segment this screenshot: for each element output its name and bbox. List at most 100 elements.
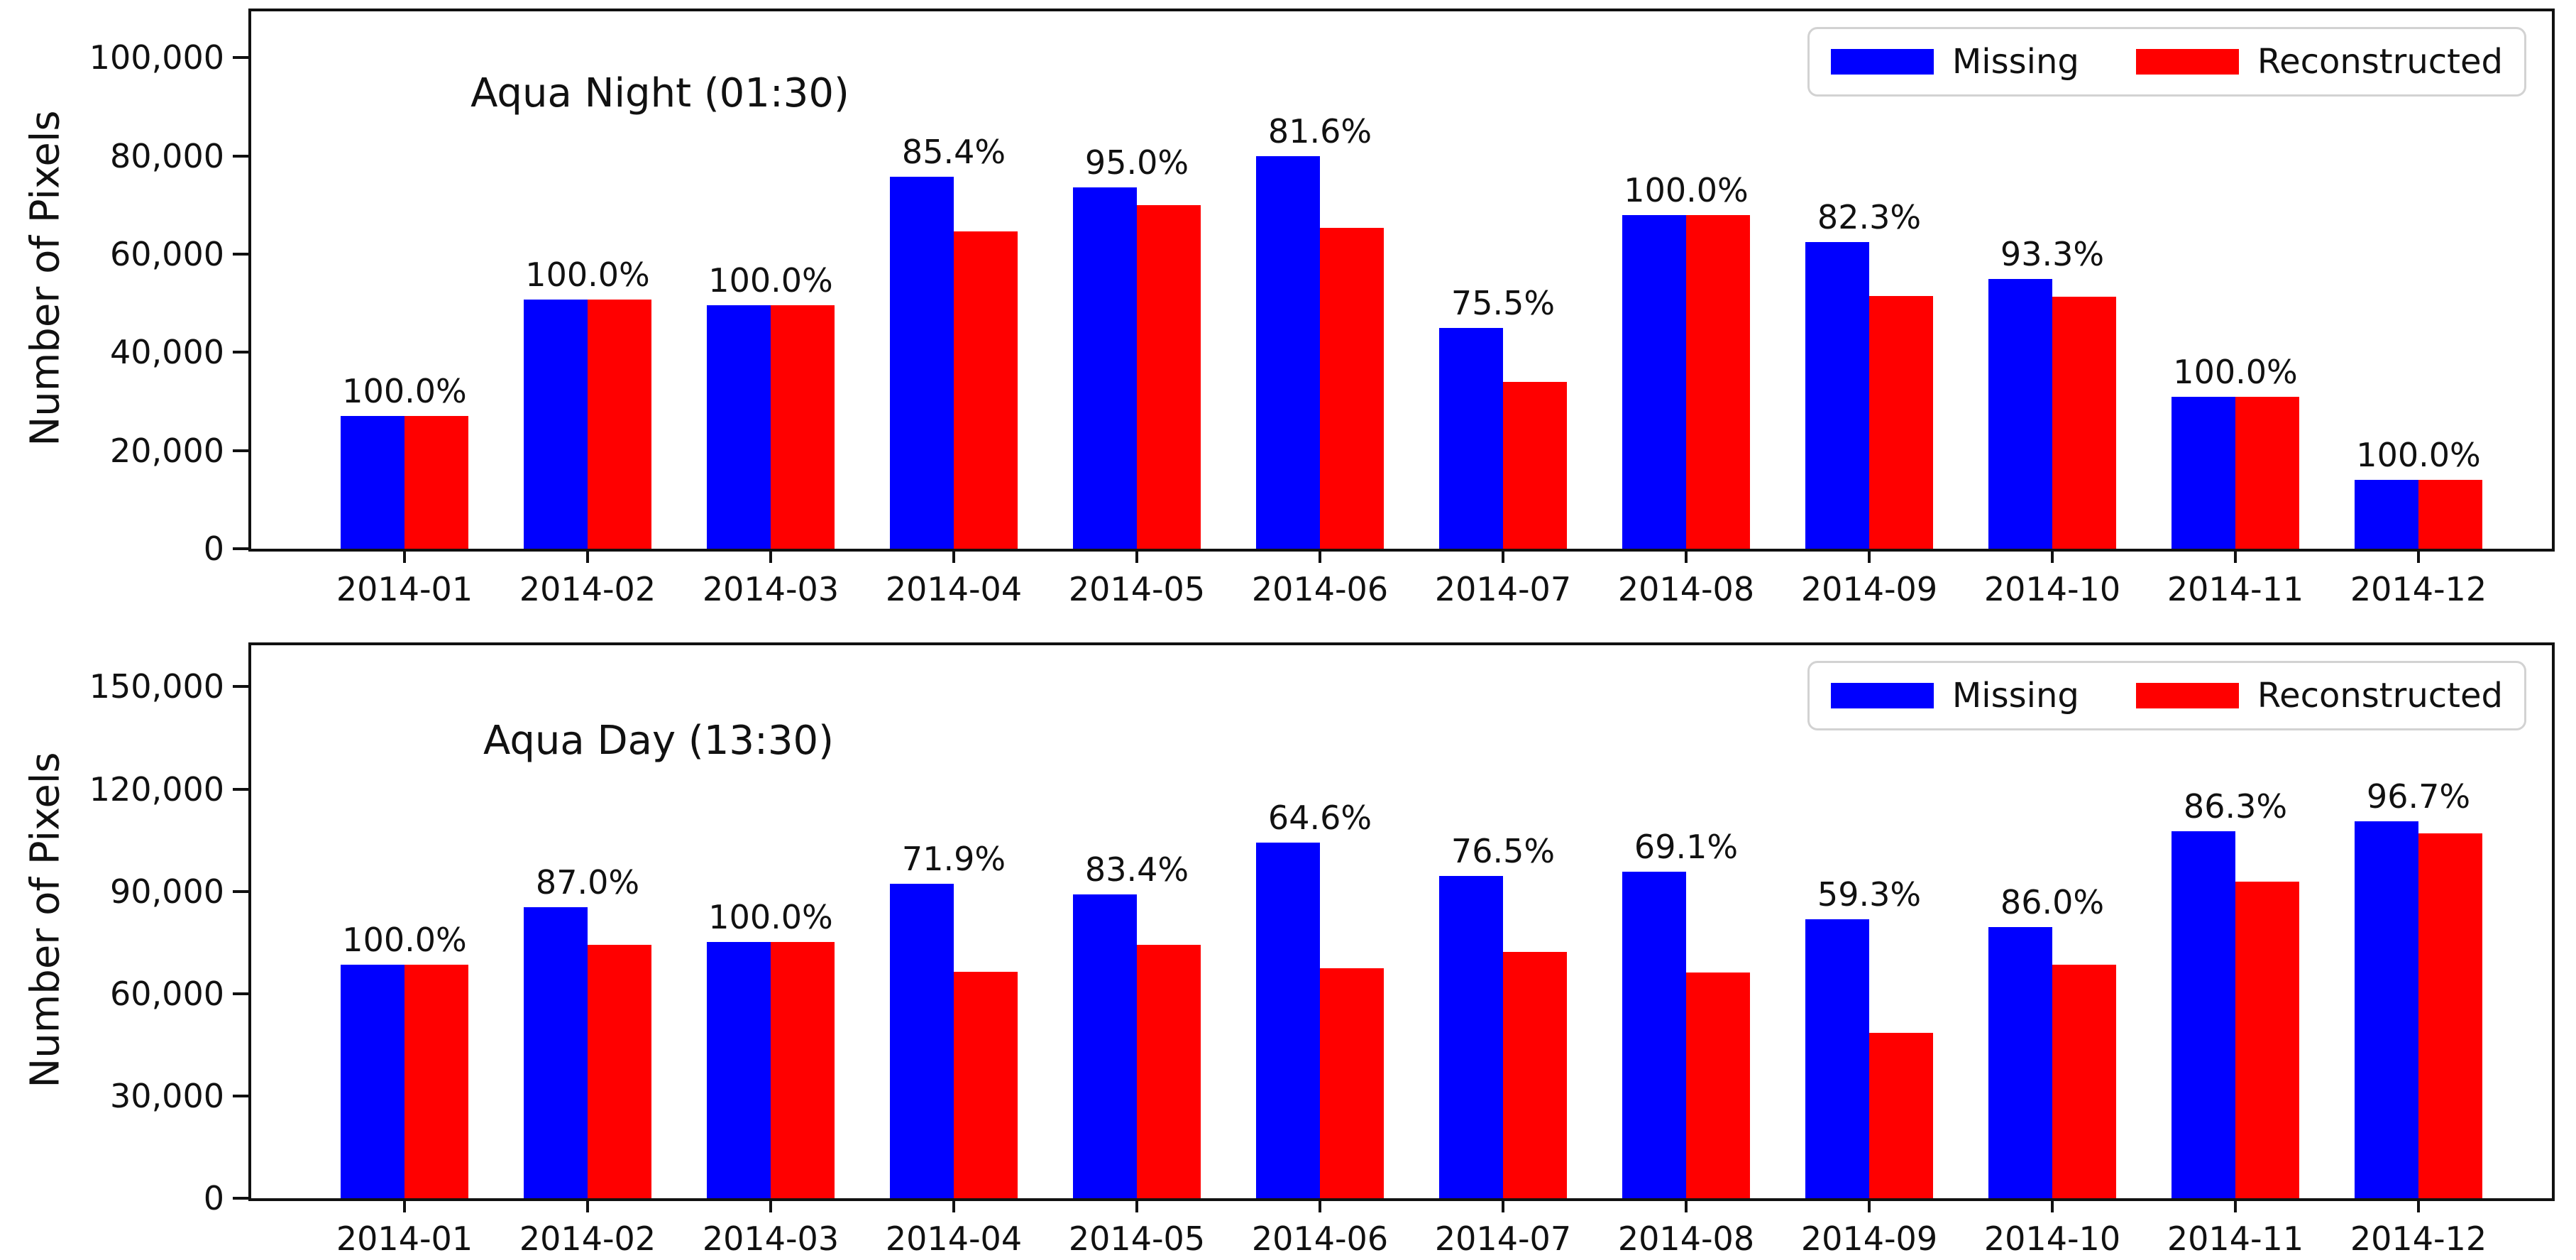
bar-missing-2014-07 bbox=[1439, 328, 1503, 549]
bar-missing-2014-12 bbox=[2355, 821, 2418, 1198]
bar-reconstructed-2014-02 bbox=[588, 300, 651, 549]
x-tick-mark bbox=[2051, 552, 2054, 563]
bar-reconstructed-2014-12 bbox=[2418, 480, 2482, 549]
bar-missing-2014-11 bbox=[2172, 397, 2235, 549]
y-tick-label: 120,000 bbox=[89, 770, 224, 809]
plot-title-day: Aqua Day (13:30) bbox=[483, 718, 834, 764]
bar-missing-2014-09 bbox=[1805, 242, 1869, 549]
bar-reconstructed-2014-11 bbox=[2235, 882, 2299, 1198]
bar-missing-2014-09 bbox=[1805, 919, 1869, 1198]
y-tick-label: 0 bbox=[203, 1179, 224, 1217]
y-tick-mark bbox=[233, 449, 248, 452]
x-tick-label: 2014-07 bbox=[1434, 570, 1572, 608]
percent-label-2014-10: 86.0% bbox=[2000, 883, 2105, 921]
x-tick-label: 2014-05 bbox=[1068, 1220, 1206, 1258]
bar-missing-2014-02 bbox=[524, 300, 588, 549]
bar-reconstructed-2014-06 bbox=[1320, 968, 1384, 1198]
y-tick-label: 80,000 bbox=[110, 137, 224, 175]
bar-reconstructed-2014-03 bbox=[771, 942, 835, 1198]
bar-reconstructed-2014-09 bbox=[1869, 296, 1933, 549]
x-tick-mark bbox=[1135, 552, 1138, 563]
legend-night: Missing Reconstructed bbox=[1807, 27, 2526, 97]
x-tick-label: 2014-04 bbox=[885, 570, 1023, 608]
legend-label-reconstructed: Reconstructed bbox=[2257, 676, 2503, 716]
percent-label-2014-06: 64.6% bbox=[1267, 799, 1372, 837]
x-tick-mark bbox=[1502, 1201, 1504, 1212]
bar-missing-2014-04 bbox=[890, 884, 954, 1198]
bar-reconstructed-2014-04 bbox=[954, 231, 1018, 549]
x-tick-mark bbox=[1685, 552, 1688, 563]
x-tick-label: 2014-04 bbox=[885, 1220, 1023, 1258]
x-tick-mark bbox=[2234, 1201, 2237, 1212]
bar-missing-2014-10 bbox=[1988, 927, 2052, 1198]
y-axis-title-night: Number of Pixels bbox=[22, 110, 69, 447]
x-tick-label: 2014-03 bbox=[702, 1220, 840, 1258]
bar-reconstructed-2014-02 bbox=[588, 945, 651, 1198]
y-tick-label: 20,000 bbox=[110, 432, 224, 470]
percent-label-2014-03: 100.0% bbox=[708, 261, 833, 300]
percent-label-2014-07: 75.5% bbox=[1451, 284, 1556, 322]
percent-label-2014-06: 81.6% bbox=[1267, 112, 1372, 150]
percent-label-2014-08: 69.1% bbox=[1634, 828, 1739, 866]
x-tick-label: 2014-01 bbox=[336, 1220, 473, 1258]
y-tick-mark bbox=[233, 253, 248, 256]
y-tick-label: 100,000 bbox=[89, 38, 224, 77]
bar-reconstructed-2014-08 bbox=[1686, 973, 1750, 1198]
percent-label-2014-11: 86.3% bbox=[2183, 787, 2288, 826]
x-tick-label: 2014-03 bbox=[702, 570, 840, 608]
x-tick-mark bbox=[2417, 552, 2420, 563]
x-tick-label: 2014-10 bbox=[1983, 1220, 2121, 1258]
x-tick-mark bbox=[1868, 552, 1871, 563]
bar-missing-2014-05 bbox=[1073, 894, 1137, 1198]
bar-missing-2014-01 bbox=[341, 416, 404, 549]
bar-missing-2014-12 bbox=[2355, 480, 2418, 549]
y-tick-mark bbox=[233, 351, 248, 354]
percent-label-2014-12: 96.7% bbox=[2366, 777, 2471, 816]
bar-reconstructed-2014-04 bbox=[954, 972, 1018, 1198]
bar-reconstructed-2014-05 bbox=[1137, 205, 1201, 549]
x-tick-label: 2014-09 bbox=[1800, 1220, 1938, 1258]
x-tick-mark bbox=[1319, 1201, 1321, 1212]
y-tick-mark bbox=[233, 992, 248, 995]
y-tick-label: 0 bbox=[203, 530, 224, 568]
y-tick-label: 30,000 bbox=[110, 1077, 224, 1115]
bar-reconstructed-2014-07 bbox=[1503, 952, 1567, 1198]
bar-reconstructed-2014-01 bbox=[404, 965, 468, 1198]
legend-day: Missing Reconstructed bbox=[1807, 661, 2526, 730]
x-tick-label: 2014-05 bbox=[1068, 570, 1206, 608]
y-tick-label: 90,000 bbox=[110, 872, 224, 911]
legend-swatch-reconstructed-icon bbox=[2135, 683, 2239, 708]
bar-missing-2014-05 bbox=[1073, 187, 1137, 549]
x-tick-mark bbox=[769, 552, 772, 563]
bar-missing-2014-03 bbox=[707, 942, 771, 1198]
x-tick-mark bbox=[403, 552, 406, 563]
percent-label-2014-04: 71.9% bbox=[901, 840, 1006, 878]
percent-label-2014-02: 87.0% bbox=[535, 863, 640, 902]
bar-reconstructed-2014-06 bbox=[1320, 228, 1384, 549]
legend-swatch-missing-icon bbox=[1830, 683, 1934, 708]
x-tick-mark bbox=[1319, 552, 1321, 563]
bar-missing-2014-08 bbox=[1622, 872, 1686, 1198]
percent-label-2014-09: 59.3% bbox=[1817, 875, 1922, 914]
x-tick-label: 2014-11 bbox=[2167, 1220, 2304, 1258]
percent-label-2014-09: 82.3% bbox=[1817, 198, 1922, 236]
bar-missing-2014-08 bbox=[1622, 215, 1686, 549]
x-tick-label: 2014-07 bbox=[1434, 1220, 1572, 1258]
bar-missing-2014-10 bbox=[1988, 279, 2052, 549]
y-tick-mark bbox=[233, 155, 248, 158]
x-tick-mark bbox=[1502, 552, 1504, 563]
legend-label-reconstructed: Reconstructed bbox=[2257, 42, 2503, 82]
percent-label-2014-10: 93.3% bbox=[2000, 235, 2105, 273]
y-tick-mark bbox=[233, 788, 248, 791]
bar-reconstructed-2014-01 bbox=[404, 416, 468, 549]
x-tick-label: 2014-09 bbox=[1800, 570, 1938, 608]
x-tick-label: 2014-08 bbox=[1617, 570, 1755, 608]
bar-reconstructed-2014-07 bbox=[1503, 382, 1567, 549]
bar-reconstructed-2014-10 bbox=[2052, 965, 2116, 1198]
percent-label-2014-01: 100.0% bbox=[342, 921, 467, 959]
x-tick-mark bbox=[586, 1201, 589, 1212]
x-tick-label: 2014-06 bbox=[1251, 570, 1389, 608]
